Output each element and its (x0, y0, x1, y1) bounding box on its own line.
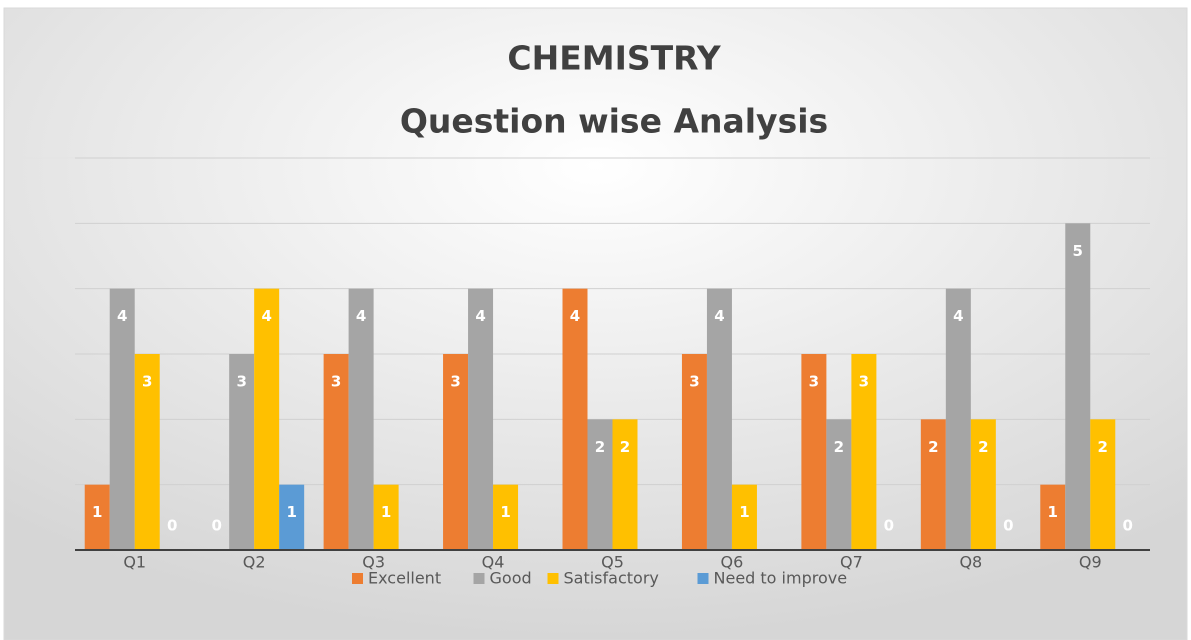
bar (348, 288, 374, 550)
bar (851, 354, 877, 550)
x-tick-label: Q1 (123, 553, 146, 572)
bar (373, 484, 399, 550)
data-label: 5 (1073, 242, 1083, 260)
data-label: 3 (236, 373, 246, 391)
bar (681, 354, 707, 550)
bar (826, 419, 852, 550)
bar (1065, 223, 1091, 551)
data-label: 2 (620, 438, 630, 456)
bar (323, 354, 349, 550)
data-label: 1 (500, 503, 510, 521)
x-tick-label: Q3 (362, 553, 385, 572)
data-label: 0 (1123, 517, 1133, 535)
bar (468, 288, 494, 550)
data-label: 1 (739, 503, 749, 521)
bar (945, 288, 971, 550)
data-label: 3 (450, 373, 460, 391)
data-label: 2 (834, 438, 844, 456)
bar (1040, 484, 1066, 550)
legend-swatch (352, 573, 363, 584)
legend-swatch (473, 573, 485, 584)
data-label: 0 (167, 517, 177, 535)
legend-label: Satisfactory (564, 569, 659, 588)
data-label: 0 (211, 517, 221, 535)
data-label: 3 (859, 373, 869, 391)
data-label: 4 (261, 307, 271, 325)
bar (134, 354, 160, 550)
bar (254, 288, 280, 550)
x-tick-label: Q9 (1079, 553, 1102, 572)
data-label: 3 (689, 373, 699, 391)
x-tick-label: Q2 (243, 553, 266, 572)
data-label: 4 (475, 307, 485, 325)
x-tick-label: Q6 (721, 553, 744, 572)
x-tick-label: Q4 (482, 553, 505, 572)
data-label: 2 (595, 438, 605, 456)
x-tick-label: Q7 (840, 553, 863, 572)
data-label: 2 (1098, 438, 1108, 456)
data-label: 3 (809, 373, 819, 391)
bar (801, 354, 827, 550)
bar (1090, 419, 1116, 550)
data-label: 2 (928, 438, 938, 456)
bar (612, 419, 638, 550)
bar (84, 484, 110, 550)
bar (443, 354, 469, 550)
legend-label: Need to improve (714, 569, 848, 588)
x-tick-label: Q8 (959, 553, 982, 572)
data-label: 4 (570, 307, 580, 325)
data-label: 2 (978, 438, 988, 456)
data-label: 0 (1003, 517, 1013, 535)
data-label: 1 (1048, 503, 1058, 521)
data-label: 0 (884, 517, 894, 535)
legend-swatch (547, 573, 559, 584)
chart-subtitle: Question wise Analysis (400, 102, 828, 141)
data-label: 1 (381, 503, 391, 521)
bar (493, 484, 519, 550)
data-label: 1 (286, 503, 296, 521)
bar (279, 484, 305, 550)
data-label: 4 (117, 307, 127, 325)
bar (706, 288, 732, 550)
data-label: 3 (331, 373, 341, 391)
legend-label: Good (490, 569, 532, 588)
data-label: 4 (356, 307, 366, 325)
bar (587, 419, 613, 550)
legend-swatch (697, 573, 709, 584)
chart-title: CHEMISTRY (507, 39, 721, 78)
bar (109, 288, 135, 550)
bar (562, 288, 588, 550)
data-label: 4 (953, 307, 963, 325)
legend-label: Excellent (368, 569, 441, 588)
x-tick-label: Q5 (601, 553, 624, 572)
data-label: 1 (92, 503, 102, 521)
data-label: 4 (714, 307, 724, 325)
bar (970, 419, 996, 550)
bar (731, 484, 757, 550)
data-label: 3 (142, 373, 152, 391)
bar (920, 419, 946, 550)
bar (229, 354, 255, 550)
